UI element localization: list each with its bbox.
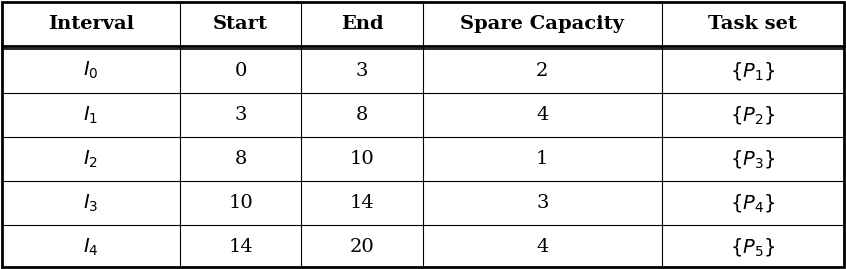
Text: 3: 3: [356, 62, 369, 80]
Text: $\{P_4\}$: $\{P_4\}$: [730, 192, 776, 214]
Text: $\{P_3\}$: $\{P_3\}$: [730, 148, 776, 170]
Text: Task set: Task set: [708, 15, 797, 33]
Text: 10: 10: [349, 150, 375, 168]
Text: 10: 10: [228, 194, 253, 212]
Text: $\{P_2\}$: $\{P_2\}$: [730, 104, 776, 126]
Text: 3: 3: [536, 194, 548, 212]
Text: Spare Capacity: Spare Capacity: [460, 15, 624, 33]
Text: $I_1$: $I_1$: [83, 104, 98, 126]
Text: 3: 3: [234, 106, 247, 124]
Text: $\{P_5\}$: $\{P_5\}$: [730, 236, 776, 259]
Text: 0: 0: [234, 62, 247, 80]
Text: $I_4$: $I_4$: [83, 237, 99, 258]
Text: 2: 2: [536, 62, 548, 80]
Text: End: End: [341, 15, 383, 33]
Text: $I_2$: $I_2$: [84, 148, 98, 170]
Text: 4: 4: [536, 106, 548, 124]
Text: $\{P_1\}$: $\{P_1\}$: [730, 60, 776, 82]
Text: 4: 4: [536, 238, 548, 256]
Text: 8: 8: [356, 106, 368, 124]
Text: Interval: Interval: [48, 15, 134, 33]
Text: 20: 20: [349, 238, 375, 256]
Text: 8: 8: [234, 150, 247, 168]
Text: 1: 1: [536, 150, 548, 168]
Text: 14: 14: [228, 238, 253, 256]
Text: 14: 14: [349, 194, 375, 212]
Text: $I_0$: $I_0$: [83, 60, 99, 82]
Text: $I_3$: $I_3$: [83, 193, 98, 214]
Text: Start: Start: [213, 15, 268, 33]
